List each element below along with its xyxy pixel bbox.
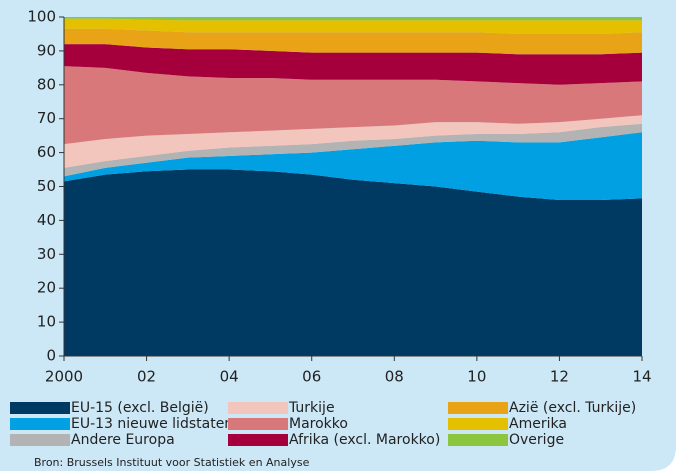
legend-swatch bbox=[448, 418, 508, 430]
x-tick-label: 14 bbox=[632, 368, 651, 386]
area bbox=[64, 169, 642, 356]
y-tick-label: 50 bbox=[37, 177, 56, 195]
y-tick-label: 100 bbox=[27, 8, 56, 26]
legend-swatch bbox=[228, 402, 288, 414]
legend-label: Turkije bbox=[288, 400, 335, 416]
legend-label: EU-15 (excl. België) bbox=[71, 400, 209, 416]
legend-label: Marokko bbox=[289, 416, 348, 432]
y-tick-label: 60 bbox=[37, 143, 56, 161]
x-tick-label: 02 bbox=[137, 368, 156, 386]
x-tick-label: 06 bbox=[302, 368, 321, 386]
legend-swatch bbox=[228, 418, 288, 430]
x-tick-label: 04 bbox=[220, 368, 239, 386]
legend-swatch bbox=[448, 402, 508, 414]
x-tick-label: 2000 bbox=[45, 368, 83, 386]
legend-label: Andere Europa bbox=[71, 432, 175, 448]
area bbox=[64, 28, 642, 55]
legend-label: Amerika bbox=[509, 416, 567, 432]
y-tick-label: 80 bbox=[37, 75, 56, 93]
y-tick-label: 20 bbox=[37, 279, 56, 297]
x-tick-label: 10 bbox=[467, 368, 486, 386]
legend-swatch bbox=[448, 434, 508, 446]
legend-label: EU-13 nieuwe lidstaten bbox=[71, 416, 233, 432]
area bbox=[64, 115, 642, 168]
area bbox=[64, 132, 642, 201]
y-tick-label: 30 bbox=[37, 245, 56, 263]
y-tick-label: 0 bbox=[46, 347, 56, 365]
area bbox=[64, 123, 642, 177]
area bbox=[64, 66, 642, 145]
legend-swatch bbox=[228, 434, 288, 446]
y-tick-label: 10 bbox=[37, 313, 56, 331]
legend-label: Azië (excl. Turkije) bbox=[509, 400, 636, 416]
y-tick-label: 70 bbox=[37, 109, 56, 127]
legend-swatch bbox=[10, 434, 70, 446]
x-tick-label: 12 bbox=[550, 368, 569, 386]
area bbox=[64, 18, 642, 34]
legend-swatch bbox=[10, 418, 70, 430]
legend-label: Afrika (excl. Marokko) bbox=[289, 432, 440, 448]
area bbox=[64, 44, 642, 85]
area bbox=[64, 17, 642, 21]
source: Bron: Brussels Instituut voor Statistiek… bbox=[34, 456, 310, 469]
y-tick-label: 40 bbox=[37, 211, 56, 229]
x-tick-label: 08 bbox=[385, 368, 404, 386]
legend-swatch bbox=[10, 402, 70, 414]
legend-label: Overige bbox=[509, 432, 564, 448]
y-tick-label: 90 bbox=[37, 41, 56, 59]
